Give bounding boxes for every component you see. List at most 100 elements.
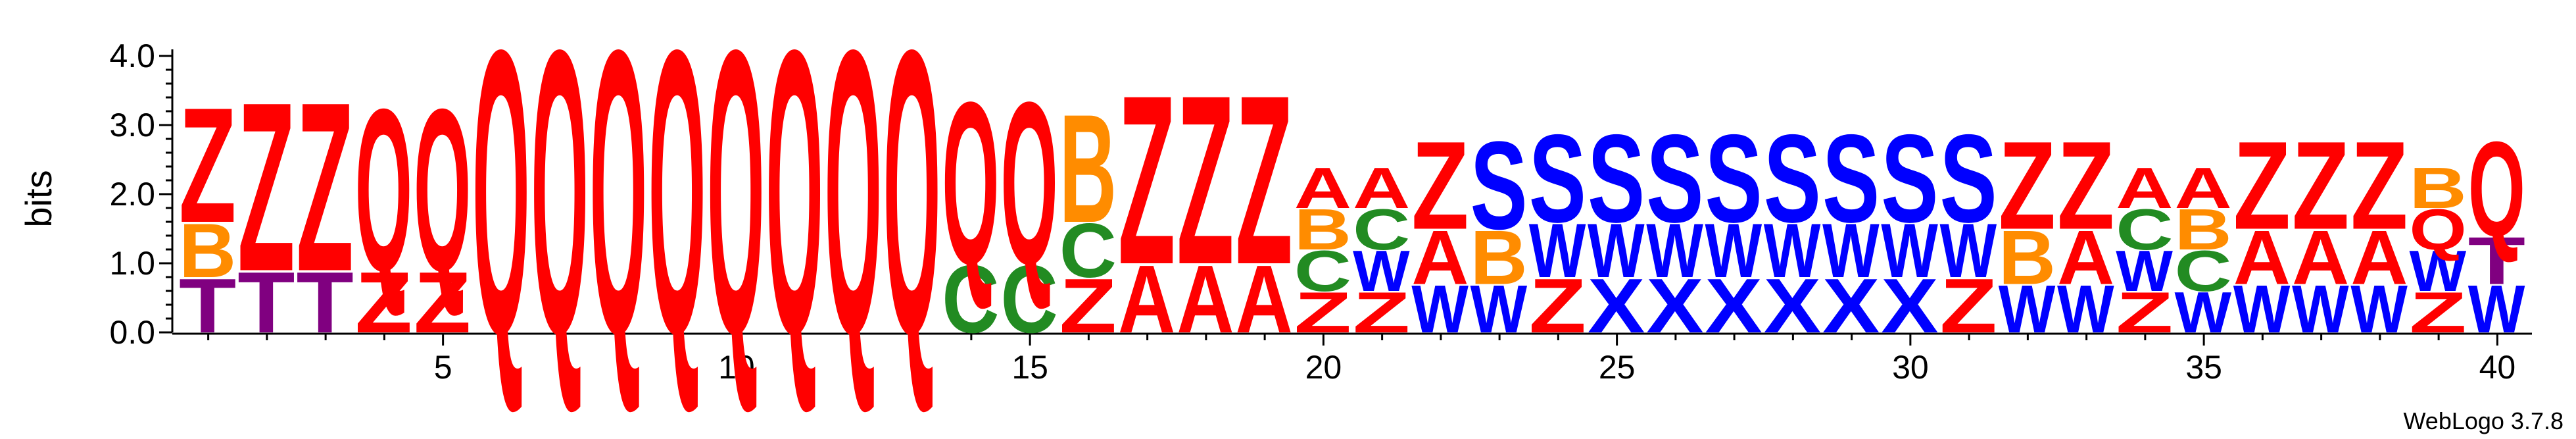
logo-letter: Z bbox=[2116, 280, 2173, 345]
logo-letter: A bbox=[1353, 156, 1410, 220]
logo-letter: Z bbox=[1294, 280, 1351, 345]
logo-letter: W bbox=[2233, 271, 2291, 347]
logo-letter: Q bbox=[355, 62, 412, 320]
logo-letter: C bbox=[1353, 197, 1410, 262]
logo-letter: B bbox=[1294, 197, 1351, 262]
logo-letter: T bbox=[2468, 223, 2525, 299]
logo-letter: A bbox=[2233, 215, 2291, 301]
logo-letter: Z bbox=[1118, 45, 1175, 315]
logo-letter: X bbox=[1705, 263, 1762, 349]
logo-letter: W bbox=[2116, 240, 2173, 304]
logo-letter: C bbox=[2116, 197, 2173, 262]
logo-letter: A bbox=[2116, 156, 2173, 220]
logo-letter: S bbox=[1470, 115, 1528, 255]
logo-letter: A bbox=[1236, 245, 1293, 353]
logo-letter: W bbox=[2468, 271, 2525, 347]
logo-letter: W bbox=[2175, 281, 2232, 346]
logo-letter: W bbox=[1411, 271, 1469, 347]
x-axis: 5 10 15 20 25 30 35 40 bbox=[172, 332, 2532, 386]
logo-letter: Q bbox=[590, 0, 647, 419]
logo-letter: W bbox=[1822, 208, 1880, 294]
logo-letter: A bbox=[2057, 215, 2114, 301]
logo-letter: Q bbox=[942, 55, 999, 313]
logo-letter: W bbox=[2057, 271, 2114, 347]
logo-letter: Z bbox=[1236, 45, 1293, 315]
logo-letter: Q bbox=[531, 0, 589, 419]
logo-letter: A bbox=[2350, 215, 2408, 301]
logo-letter: X bbox=[1646, 263, 1703, 349]
y-tick-label: 2.0 bbox=[109, 176, 155, 213]
logo-letter: X bbox=[1764, 263, 1821, 349]
logo-letter: A bbox=[2292, 215, 2349, 301]
logo-letter: C bbox=[942, 245, 999, 353]
x-tick-label: 20 bbox=[1305, 349, 1342, 386]
y-tick-label: 4.0 bbox=[109, 38, 155, 74]
logo-letter: Z bbox=[1059, 263, 1117, 349]
logo-letter: Z bbox=[237, 51, 295, 321]
y-tick-label: 0.0 bbox=[109, 314, 155, 351]
logo-letter: B bbox=[179, 208, 236, 294]
logo-letter: Z bbox=[2350, 115, 2408, 255]
x-tick-label: 15 bbox=[1011, 349, 1048, 386]
logo-letter: Z bbox=[179, 74, 236, 257]
logo-letter: Q bbox=[2468, 114, 2525, 265]
weblogo-credit: WebLogo 3.7.8 bbox=[2403, 407, 2564, 434]
logo-letter: W bbox=[1881, 208, 1938, 294]
logo-letter: W bbox=[1353, 240, 1410, 304]
logo-letter: Z bbox=[414, 255, 471, 351]
logo-letter: A bbox=[1177, 245, 1234, 353]
logo-letter: T bbox=[237, 255, 295, 351]
y-tick-label: 1.0 bbox=[109, 245, 155, 282]
logo-letter: B bbox=[2410, 156, 2467, 220]
logo-letter: Q bbox=[1001, 55, 1058, 313]
logo-letter: S bbox=[1764, 108, 1821, 248]
logo-letter: Q bbox=[883, 0, 940, 419]
y-axis-label: bits bbox=[18, 170, 59, 227]
x-tick-label: 25 bbox=[1599, 349, 1636, 386]
logo-letter: Z bbox=[355, 255, 412, 351]
logo-letter: B bbox=[1470, 215, 1528, 301]
logo-letter: Q bbox=[707, 0, 764, 419]
logo-letter: W bbox=[1470, 271, 1528, 347]
logo-letter: Q bbox=[825, 0, 882, 419]
logo-letter: W bbox=[1764, 208, 1821, 294]
logo-letter: X bbox=[1588, 263, 1645, 349]
logo-letter: W bbox=[2350, 271, 2408, 347]
logo-letter: W bbox=[2292, 271, 2349, 347]
logo-letter: Z bbox=[1177, 45, 1234, 315]
logo-letter: Q bbox=[648, 0, 706, 419]
logo-letter: A bbox=[1118, 245, 1175, 353]
logo-letter: S bbox=[1588, 108, 1645, 248]
logo-letter: A bbox=[2175, 156, 2232, 220]
logo-letter: Q bbox=[2410, 197, 2467, 262]
logo-letter: B bbox=[1999, 215, 2056, 301]
x-tick-label: 5 bbox=[434, 349, 452, 386]
logo-letter: Q bbox=[766, 0, 823, 419]
logo-letter: B bbox=[1059, 82, 1117, 255]
logo-letter: Z bbox=[1411, 115, 1469, 255]
logo-letter: X bbox=[1822, 263, 1880, 349]
logo-letter: C bbox=[1001, 245, 1058, 353]
logo-letter: Z bbox=[2233, 115, 2291, 255]
logo-letter: S bbox=[1705, 108, 1762, 248]
logo-letter: W bbox=[1588, 208, 1645, 294]
logo-letter: S bbox=[1940, 108, 1997, 248]
logo-letter: Z bbox=[297, 51, 354, 321]
logo-letter: A bbox=[1294, 156, 1351, 220]
logo-letter: Z bbox=[1529, 263, 1586, 349]
logo-letter: Z bbox=[2057, 115, 2114, 255]
x-tick-label: 30 bbox=[1892, 349, 1929, 386]
x-tick-label: 35 bbox=[2185, 349, 2222, 386]
logo-letter: W bbox=[1646, 208, 1703, 294]
logo-letter: Z bbox=[1353, 280, 1410, 345]
logo-letter: Z bbox=[1999, 115, 2056, 255]
logo-letter: T bbox=[179, 263, 236, 349]
logo-letter: Q bbox=[414, 62, 471, 320]
x-tick-label: 40 bbox=[2479, 349, 2516, 386]
logo-letter: S bbox=[1646, 108, 1703, 248]
y-axis: 0.0 1.0 2.0 3.0 4.0 bbox=[109, 38, 174, 351]
logo-letter: B bbox=[2175, 197, 2232, 262]
logo-letter: Q bbox=[472, 0, 529, 419]
